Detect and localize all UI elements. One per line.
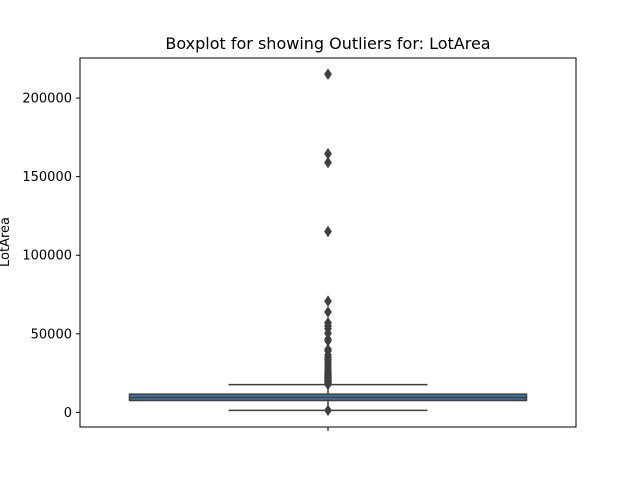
outlier-point (324, 316, 332, 329)
outlier-point (324, 147, 332, 160)
plot-area: 0 50000 100000 150000 200000 (22, 57, 577, 431)
outlier-points (324, 68, 332, 417)
y-tick-label: 100000 (22, 249, 72, 264)
y-tick-label: 50000 (31, 327, 72, 342)
outlier-point (324, 225, 332, 238)
y-axis-ticks: 0 50000 100000 150000 200000 (22, 92, 80, 421)
outlier-point (324, 306, 332, 318)
y-tick-label: 0 (64, 406, 72, 421)
y-tick-label: 200000 (22, 92, 72, 107)
outlier-point (324, 156, 332, 169)
outlier-point (324, 343, 332, 356)
outlier-point (324, 68, 332, 81)
outlier-point (324, 404, 332, 417)
y-tick-label: 150000 (22, 170, 72, 185)
outlier-point (324, 295, 332, 307)
chart-title: Boxplot for showing Outliers for: LotAre… (165, 34, 490, 53)
y-axis-label: LotArea (0, 217, 13, 267)
